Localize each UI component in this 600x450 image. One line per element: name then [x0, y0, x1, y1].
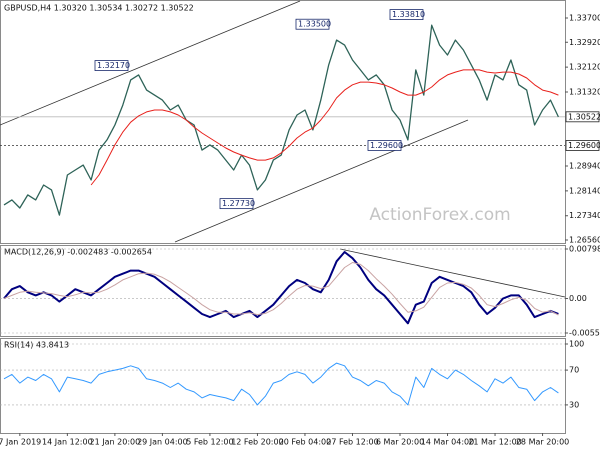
- y-tick-label: 1.28140: [569, 186, 600, 195]
- price-title: GBPUSD,H4 1.30320 1.30534 1.30272 1.3052…: [4, 4, 194, 13]
- x-tick-label: 7 Jan 2019: [0, 438, 41, 447]
- y-tick-label: 1.26560: [569, 236, 600, 245]
- price-annotation-box: [295, 18, 330, 30]
- x-tick-label: 12 Feb 20:00: [231, 438, 283, 447]
- price-annotation-box: [219, 198, 254, 210]
- price-annotation: 1.33500: [298, 20, 331, 29]
- y-tick-label: 1.27340: [569, 211, 600, 220]
- y-tick-label: 1.33700: [569, 14, 600, 23]
- y-tick-label: 1.28940: [569, 162, 600, 171]
- rsi-title: RSI(14) 43.8413: [4, 341, 69, 350]
- y-tick-label: 100: [569, 340, 584, 349]
- y-tick-label: 0.00: [569, 294, 587, 303]
- series-line: [3, 24, 559, 216]
- level-box: [565, 111, 600, 123]
- level-label: 1.29600: [568, 141, 600, 150]
- x-tick-label: 29 Jan 04:00: [137, 438, 188, 447]
- y-tick-label: 30: [569, 400, 579, 409]
- channel-line: [174, 119, 469, 243]
- rsi-panel: [0, 338, 566, 434]
- x-tick-label: 20 Feb 04:00: [279, 438, 331, 447]
- price-annotation: 1.27730: [222, 199, 255, 208]
- y-tick-label: -0.005559: [569, 329, 600, 338]
- x-tick-label: 5 Feb 12:00: [186, 438, 233, 447]
- watermark: ActionForex.com: [369, 205, 510, 225]
- y-tick-label: 0.007983: [569, 245, 600, 254]
- level-label: 1.30522: [568, 112, 600, 121]
- x-tick-label: 14 Jan 12:00: [42, 438, 93, 447]
- level-box: [565, 140, 600, 151]
- channel-line: [0, 0, 301, 126]
- price-annotation-box: [389, 9, 424, 20]
- y-tick-label: 1.32920: [569, 38, 600, 47]
- x-tick-label: 27 Feb 12:00: [326, 438, 378, 447]
- macd-panel: [0, 245, 566, 337]
- x-tick-label: 28 Mar 20:00: [516, 438, 569, 447]
- price-annotation: 1.33810: [392, 10, 425, 19]
- x-tick-label: 14 Mar 04:00: [421, 438, 474, 447]
- y-tick-label: 70: [569, 366, 579, 375]
- price-panel: [0, 0, 566, 244]
- x-tick-label: 6 Mar 20:00: [376, 438, 424, 447]
- series-line: [90, 69, 559, 186]
- x-tick-label: 21 Jan 20:00: [90, 438, 141, 447]
- macd-title: MACD(12,26,9) -0.002483 -0.002654: [4, 248, 152, 257]
- series-line: [3, 251, 559, 325]
- x-tick-label: 21 Mar 12:00: [468, 438, 521, 447]
- price-annotation-box: [367, 140, 402, 151]
- series-line: [3, 362, 559, 406]
- macd-trendline: [339, 248, 566, 298]
- price-annotation: 1.32170: [97, 61, 130, 70]
- series-line: [3, 262, 559, 316]
- y-tick-label: 1.32120: [569, 63, 600, 72]
- price-annotation: 1.29600: [370, 141, 403, 150]
- y-tick-label: 1.31320: [569, 88, 600, 97]
- price-annotation-box: [94, 60, 129, 71]
